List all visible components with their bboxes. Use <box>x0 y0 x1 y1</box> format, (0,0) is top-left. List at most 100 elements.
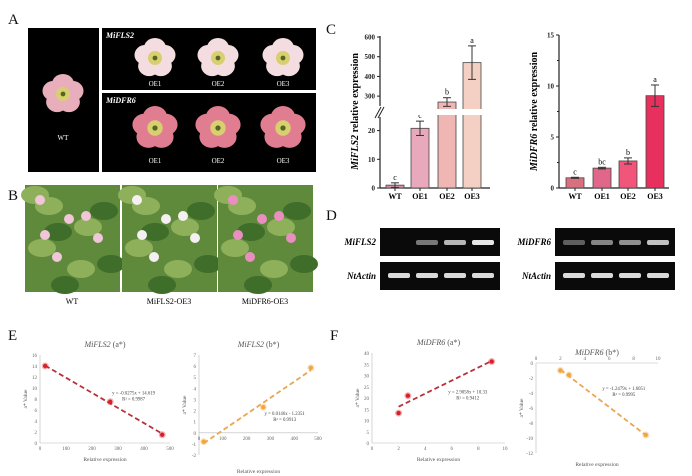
title-rest: (b*) <box>604 348 620 357</box>
plot-title: MiDFR6 (b*) <box>574 348 619 357</box>
title-gene: MiDFR6 <box>574 348 603 357</box>
y-tick-label: 400 <box>365 73 376 81</box>
x-axis-label: Relative expression <box>83 457 126 463</box>
y-tick-label: -1 <box>192 443 197 448</box>
plot-title: MiFLS2 (b*) <box>237 340 280 349</box>
y-tick-label: 0 <box>35 442 38 447</box>
y-tick-label: 4 <box>35 420 38 425</box>
data-point <box>201 439 206 444</box>
bar-chart-C-left: 0 10 20 300 400 500 600 c WT c OE1 b OE2 a OE3 MiFLS2 r… <box>350 34 490 201</box>
r-squared: R² = 0.9995 <box>612 392 636 398</box>
dfr6-line-label: OE2 <box>212 157 225 165</box>
significance-letter: c <box>573 167 577 176</box>
plot-title: MiFLS2 (a*) <box>83 340 125 349</box>
gene-band <box>619 240 641 245</box>
y-tick-label: 0 <box>367 442 370 447</box>
y-tick-label: 6 <box>194 365 197 370</box>
significance-letter: c <box>393 173 397 182</box>
plant-flower <box>81 211 91 221</box>
leaf <box>28 239 56 257</box>
y-tick-label: 1 <box>194 421 197 426</box>
y-tick-label: 5 <box>194 376 197 381</box>
flower-pistil <box>215 125 221 131</box>
actin-label: NtActin <box>346 271 376 281</box>
y-tick-label: -12 <box>526 452 533 457</box>
x-tick-label: 2 <box>397 447 400 452</box>
flower-pistil <box>60 91 66 97</box>
dfr6-flower <box>132 106 178 148</box>
y-tick-label: 300 <box>365 93 376 101</box>
x-tick-label: 0 <box>39 447 42 452</box>
x-tick-label: 100 <box>62 447 70 452</box>
y-tick-label: 25 <box>364 386 370 391</box>
y-label-gene: MiFLS2 <box>350 135 361 171</box>
plant-label: WT <box>66 297 79 306</box>
bar <box>565 177 585 189</box>
plant-flower <box>245 252 255 262</box>
regression-equation: y = 2.9058x + 10.33 <box>448 391 488 396</box>
y-tick-label: 10 <box>364 420 370 425</box>
significance-letter: b <box>626 148 630 157</box>
x-tick-label: OE1 <box>594 192 610 201</box>
y-axis-label: a* Value <box>519 398 525 418</box>
actin-band <box>591 273 613 278</box>
y-tick-label: 10 <box>368 156 376 164</box>
trendline <box>398 360 493 408</box>
fls2-flower <box>197 38 239 77</box>
y-tick-label: 2 <box>194 410 197 415</box>
y-tick-label: 20 <box>364 397 370 402</box>
actin-band <box>472 273 494 278</box>
data-point <box>643 432 648 438</box>
significance-letter: a <box>653 75 657 84</box>
title-gene: MiFLS2 <box>237 340 264 349</box>
y-tick-label: -6 <box>529 407 534 412</box>
dfr6-flower <box>195 106 241 148</box>
plot-title: MiDFR6 (a*) <box>416 338 461 347</box>
y-tick-label: 10 <box>547 83 555 91</box>
y-tick-label: 15 <box>364 408 370 413</box>
wt-flower <box>42 74 84 113</box>
panel-label-a: A <box>8 12 19 28</box>
y-tick-label: 600 <box>365 34 376 42</box>
scatter-plot-F-right: -12 -10 -8 -6 -4 -2 00 2 4 6 8 10 MiDFR6 (b*) Relativ… <box>519 348 661 468</box>
y-tick-label: 6 <box>35 409 38 414</box>
y-tick-label: 500 <box>365 53 376 61</box>
title-gene: MiFLS2 <box>83 340 110 349</box>
flower-pistil <box>280 55 286 61</box>
data-point <box>396 410 401 416</box>
leaf <box>51 276 79 294</box>
gene-band <box>472 240 494 245</box>
x-tick-label: 8 <box>632 357 635 362</box>
plant-flower <box>40 230 50 240</box>
x-tick-label: WT <box>568 192 582 201</box>
y-tick-label: -2 <box>192 454 197 459</box>
flower-pistil <box>152 55 158 61</box>
x-tick-label: 500 <box>314 437 322 442</box>
x-tick-label: 0 <box>535 357 538 362</box>
leaf <box>44 223 72 241</box>
axis-break-gap <box>378 109 488 115</box>
regression-equation: y = 0.0146x - 1.2351 <box>265 412 306 417</box>
data-point <box>566 372 572 378</box>
panel-b: WT MiFLS2-OE3 MiDFR6-OE3 <box>21 185 318 306</box>
gene-band <box>647 240 669 245</box>
x-tick-label: 400 <box>290 437 298 442</box>
x-tick-label: 0 <box>198 437 201 442</box>
flower-pistil <box>152 125 158 131</box>
y-tick-label: 8 <box>35 398 38 403</box>
x-tick-label: 10 <box>656 357 662 362</box>
y-axis-label: MiFLS2 relative expression <box>350 53 361 171</box>
leaf <box>148 276 176 294</box>
title-rest: (b*) <box>264 340 280 349</box>
scatter-plot-E-left: 0 2 4 6 8 10 12 14 16 0 100 200 300 400 500 MiFLS2 (a*)… <box>23 340 174 463</box>
x-tick-label: 300 <box>267 437 275 442</box>
panel-label-d: D <box>326 208 337 224</box>
leaf <box>221 239 249 257</box>
leaf <box>194 255 222 273</box>
data-point <box>558 368 563 373</box>
actin-band <box>647 273 669 278</box>
leaf <box>171 218 199 236</box>
dfr6-title: MiDFR6 <box>105 96 136 105</box>
actin-band <box>563 273 585 278</box>
